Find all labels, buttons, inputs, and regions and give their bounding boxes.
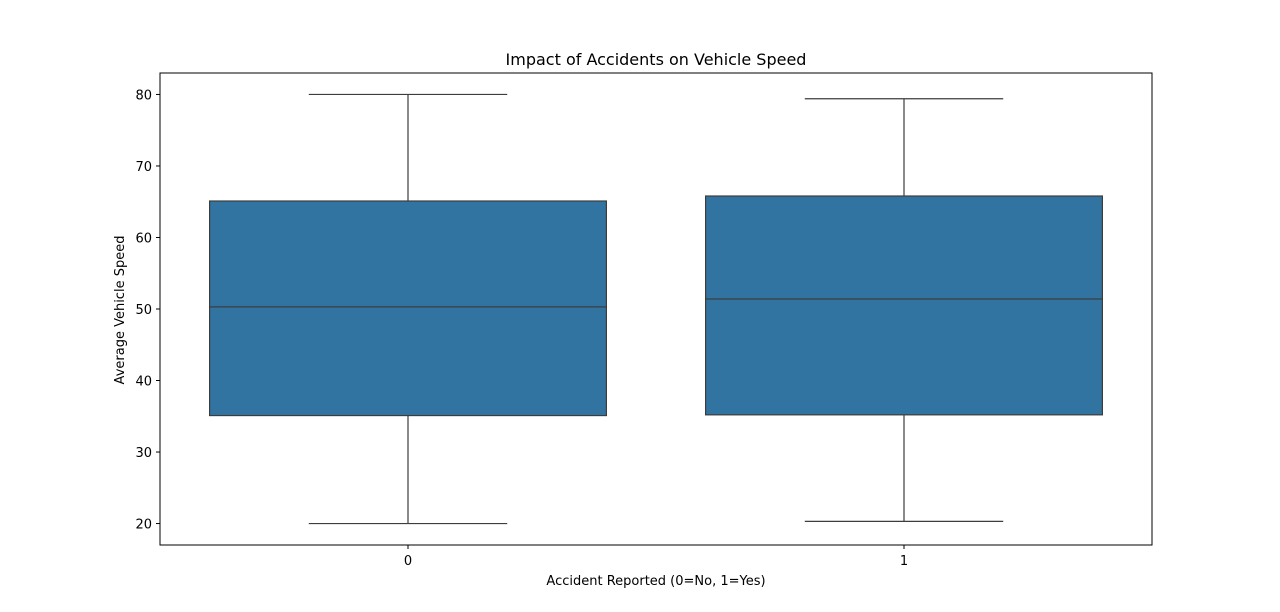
- y-axis: 20 30 40 50 60 70 80: [135, 88, 160, 533]
- x-axis-label: Accident Reported (0=No, 1=Yes): [546, 574, 765, 589]
- box-group-0: [209, 93, 607, 525]
- plot-area: [209, 93, 1103, 525]
- y-tick-label: 60: [135, 231, 152, 246]
- iqr-box: [209, 200, 607, 417]
- x-tick-label: 1: [900, 554, 908, 569]
- y-tick-label: 80: [135, 88, 152, 103]
- y-tick-label: 70: [135, 160, 152, 175]
- y-axis-label: Average Vehicle Speed: [113, 236, 128, 385]
- box-group-1: [704, 98, 1103, 523]
- x-tick-label: 0: [404, 554, 412, 569]
- chart-title: Impact of Accidents on Vehicle Speed: [506, 50, 807, 69]
- y-tick-label: 50: [135, 303, 152, 318]
- iqr-box: [704, 195, 1103, 416]
- plot-frame: [159, 72, 1153, 546]
- y-tick-label: 20: [135, 518, 152, 533]
- y-tick-label: 30: [135, 446, 152, 461]
- y-tick-label: 40: [135, 375, 152, 390]
